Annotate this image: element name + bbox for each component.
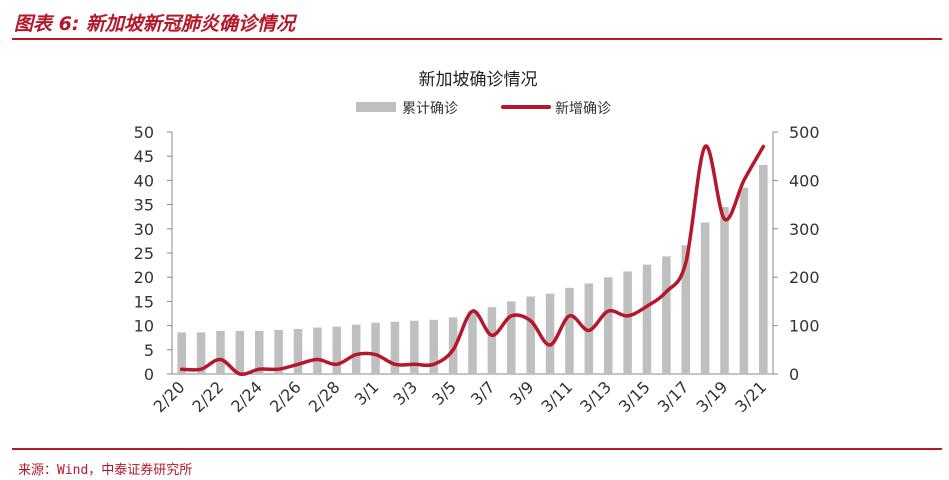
x-axis-tick-label: 3/13 bbox=[576, 377, 615, 416]
legend-line-label: 新增确诊 bbox=[555, 101, 611, 117]
bar bbox=[507, 301, 516, 374]
bar bbox=[177, 332, 186, 374]
bar bbox=[720, 207, 729, 374]
bar bbox=[448, 317, 458, 374]
left-axis-tick-label: 10 bbox=[134, 317, 154, 336]
right-axis-tick-label: 100 bbox=[789, 317, 820, 336]
bar bbox=[274, 329, 283, 374]
x-axis-tick-label: 3/5 bbox=[428, 377, 460, 409]
bar bbox=[526, 296, 535, 374]
x-axis-tick-label: 2/22 bbox=[188, 377, 227, 416]
left-axis-tick-label: 20 bbox=[134, 268, 154, 287]
bar bbox=[410, 320, 419, 374]
bar bbox=[623, 271, 632, 374]
bar bbox=[468, 311, 477, 374]
figure-header: 图表 6: 新加坡新冠肺炎确诊情况 bbox=[12, 4, 942, 40]
left-axis-tick-label: 45 bbox=[134, 147, 154, 166]
bar bbox=[662, 256, 671, 374]
x-axis-tick-label: 2/28 bbox=[305, 377, 344, 416]
right-axis-tick-label: 200 bbox=[789, 268, 820, 287]
bar bbox=[487, 307, 497, 374]
bar bbox=[390, 321, 400, 374]
x-axis-tick-label: 2/24 bbox=[227, 377, 266, 416]
bar bbox=[642, 264, 652, 374]
left-axis-tick-label: 35 bbox=[134, 196, 154, 215]
bar bbox=[313, 327, 322, 374]
x-axis-tick-label: 3/17 bbox=[654, 377, 693, 416]
left-axis-tick-label: 5 bbox=[144, 341, 154, 360]
x-axis-tick-label: 3/19 bbox=[693, 377, 732, 416]
left-axis-tick-label: 40 bbox=[134, 171, 154, 190]
x-axis-tick-label: 2/20 bbox=[150, 377, 189, 416]
series-line bbox=[179, 144, 766, 377]
x-axis-tick-label: 3/21 bbox=[731, 377, 770, 416]
left-axis-tick-label: 15 bbox=[134, 292, 154, 311]
x-axis-tick-label: 3/15 bbox=[615, 377, 654, 416]
bar bbox=[565, 287, 574, 374]
bar bbox=[371, 322, 380, 374]
bar bbox=[759, 164, 768, 374]
bar bbox=[351, 324, 361, 374]
bar bbox=[254, 330, 264, 374]
bar bbox=[545, 293, 555, 374]
right-axis-tick-label: 500 bbox=[789, 123, 820, 142]
x-axis-tick-label: 3/1 bbox=[351, 377, 383, 409]
left-axis-tick-label: 50 bbox=[134, 123, 154, 142]
left-axis-tick-label: 0 bbox=[144, 365, 154, 384]
x-axis-tick-label: 2/26 bbox=[266, 377, 305, 416]
bar bbox=[603, 277, 613, 374]
bar bbox=[235, 330, 245, 374]
right-axis-tick-label: 300 bbox=[789, 220, 820, 239]
bar bbox=[293, 328, 303, 374]
bar bbox=[681, 245, 691, 374]
right-axis-tick-label: 0 bbox=[789, 365, 799, 384]
x-axis-tick-label: 3/9 bbox=[506, 377, 538, 409]
bar bbox=[216, 330, 225, 374]
figure-footer: 来源：Wind，中泰证券研究所 bbox=[12, 448, 942, 478]
x-axis-tick-label: 3/7 bbox=[467, 377, 499, 409]
legend-bar-label: 累计确诊 bbox=[402, 101, 458, 117]
x-axis-tick-label: 3/11 bbox=[537, 377, 576, 416]
right-axis-tick-label: 400 bbox=[789, 171, 820, 190]
chart-title: 新加坡确诊情况 bbox=[419, 70, 538, 90]
bar bbox=[700, 222, 710, 374]
x-axis-tick-label: 3/3 bbox=[390, 377, 422, 409]
bar bbox=[429, 319, 438, 374]
left-axis-tick-label: 30 bbox=[134, 220, 154, 239]
bar bbox=[332, 326, 342, 374]
figure-source: 来源：Wind，中泰证券研究所 bbox=[18, 463, 193, 478]
figure-title: 图表 6: 新加坡新冠肺炎确诊情况 bbox=[14, 13, 296, 35]
left-axis-tick-label: 25 bbox=[134, 244, 154, 263]
legend-bar-swatch bbox=[356, 102, 396, 112]
bar bbox=[739, 187, 749, 374]
bar bbox=[196, 332, 206, 374]
